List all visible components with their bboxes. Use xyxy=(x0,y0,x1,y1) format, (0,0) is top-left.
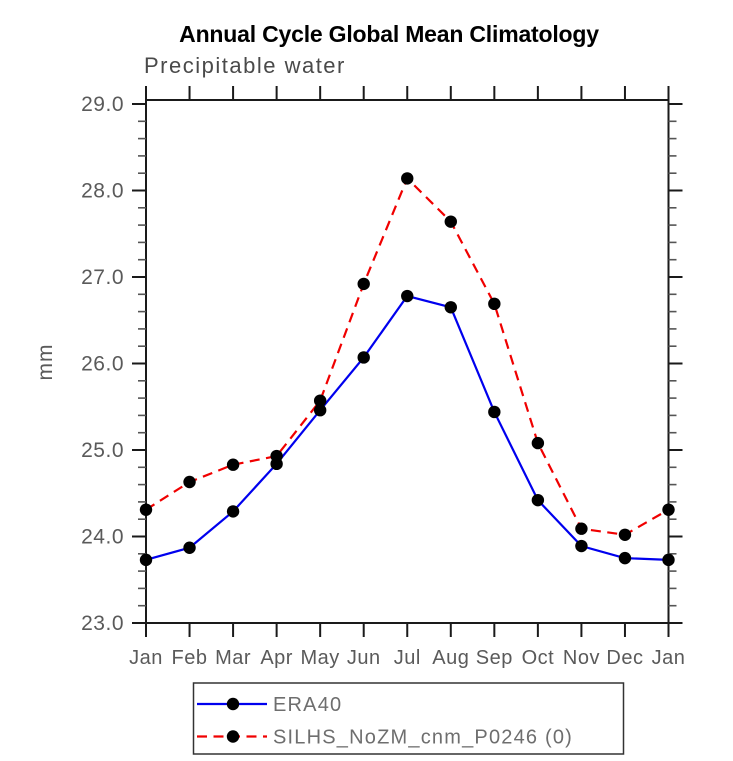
x-tick-label: Aug xyxy=(432,647,469,669)
plot-area: Jan Feb Mar Apr May Jun Jul Aug Sep Oct Nov Dec Jan2… xyxy=(81,86,685,669)
chart-title: Annual Cycle Global Mean Climatology xyxy=(179,21,599,47)
series-0-marker xyxy=(618,551,632,565)
legend-marker-era40 xyxy=(226,697,240,711)
legend-marker-silhs xyxy=(226,730,240,743)
x-tick-label: May xyxy=(301,647,340,669)
series-0-marker xyxy=(401,289,414,303)
series-0-marker xyxy=(183,541,196,554)
series-1-marker xyxy=(575,522,588,535)
series-1-marker xyxy=(401,172,414,185)
series-0-marker xyxy=(313,404,327,417)
series-1-marker xyxy=(444,215,457,228)
x-tick-label: Sep xyxy=(476,647,513,669)
y-tick-label: 27.0 xyxy=(81,266,124,289)
series-0-marker xyxy=(139,553,153,567)
series-line-0 xyxy=(145,294,669,561)
chart-subtitle: Precipitable water xyxy=(144,53,346,78)
x-tick-label: Jun xyxy=(347,647,381,669)
series-1-marker xyxy=(313,394,327,407)
series-0-marker xyxy=(662,553,675,567)
y-tick-label: 25.0 xyxy=(81,439,124,462)
x-tick-label: Jan xyxy=(652,647,686,669)
y-tick-label: 28.0 xyxy=(81,180,124,203)
legend-label-silhs: SILHS_NoZM_cnm_P0246 (0) xyxy=(273,727,573,749)
series-0-marker xyxy=(357,351,370,364)
series-1-marker xyxy=(662,503,675,516)
x-tick-label: Nov xyxy=(563,647,600,669)
series-0-marker xyxy=(226,505,240,518)
series-line-1 xyxy=(145,176,670,536)
y-tick-label: 29.0 xyxy=(81,93,124,116)
series-1-marker xyxy=(618,528,632,541)
x-tick-label: Feb xyxy=(172,647,208,669)
y-tick-label: 24.0 xyxy=(81,526,124,549)
series-1-marker xyxy=(139,503,153,516)
y-tick-label: 26.0 xyxy=(81,353,124,376)
series-1-marker xyxy=(226,458,240,471)
series-1-marker xyxy=(183,475,196,489)
y-axis-label: mm xyxy=(34,344,57,381)
legend-box xyxy=(192,682,625,755)
series-1-marker xyxy=(270,449,283,463)
series-0-marker xyxy=(488,405,501,419)
x-tick-label: Mar xyxy=(215,647,251,669)
series-0-marker xyxy=(531,493,545,507)
series-1-marker xyxy=(531,436,545,450)
y-tick-label: 23.0 xyxy=(81,612,124,635)
x-tick-label: Jul xyxy=(394,647,421,669)
x-tick-label: Oct xyxy=(522,647,555,669)
x-tick-label: Apr xyxy=(260,647,293,669)
series-1-marker xyxy=(357,277,370,291)
series-0-marker xyxy=(575,539,588,553)
legend-label-era40: ERA40 xyxy=(273,694,342,716)
legend: ERA40 SILHS_NoZM_cnm_P0246 (0) xyxy=(192,682,625,755)
x-tick-label: Dec xyxy=(606,647,643,669)
series-1-marker xyxy=(488,297,501,311)
series-0-marker xyxy=(444,301,457,314)
x-tick-label: Jan xyxy=(129,647,163,669)
